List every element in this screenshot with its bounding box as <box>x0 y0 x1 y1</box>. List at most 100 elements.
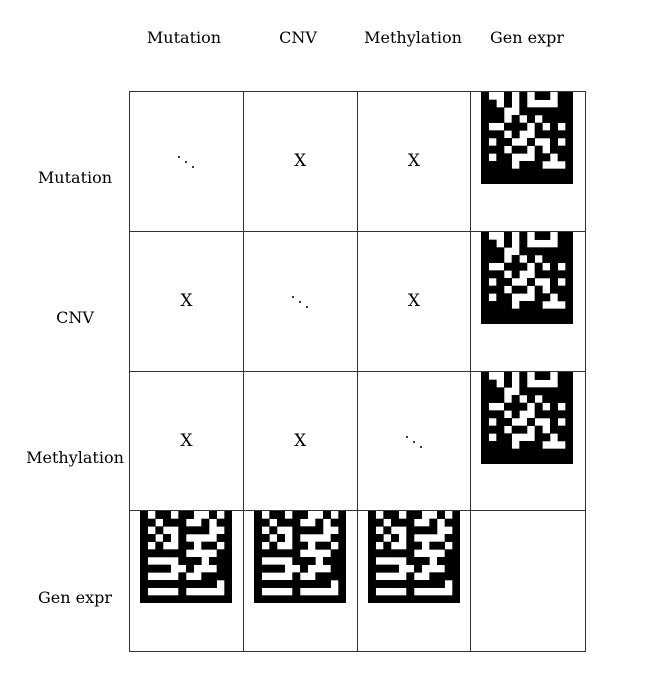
matrix-pixel <box>550 386 559 395</box>
matrix-pixel <box>147 580 156 589</box>
matrix-pixel <box>504 402 513 411</box>
matrix-pixel <box>504 262 513 271</box>
matrix-pixel <box>375 595 384 604</box>
matrix-pixel <box>147 534 156 543</box>
expression-matrix-thumbnail <box>140 511 232 604</box>
matrix-pixel <box>322 557 331 566</box>
matrix-pixel <box>253 518 262 527</box>
matrix-pixel <box>550 285 559 294</box>
matrix-pixel <box>565 92 574 100</box>
matrix-pixel <box>534 231 543 240</box>
diagonal-dots-icon <box>174 152 198 170</box>
matrix-pixel <box>284 549 293 558</box>
matrix-pixel <box>527 247 536 256</box>
matrix-pixel <box>338 580 346 589</box>
matrix-pixel <box>557 425 566 434</box>
matrix-pixel <box>216 572 225 581</box>
matrix-pixel <box>481 270 490 279</box>
matrix-pixel <box>481 254 490 263</box>
matrix-pixel <box>216 564 225 573</box>
matrix-pixel <box>481 300 490 309</box>
matrix-pixel <box>488 99 497 108</box>
matrix-pixel <box>405 587 414 596</box>
matrix-pixel <box>284 518 293 527</box>
matrix-pixel <box>292 511 301 520</box>
matrix-pixel <box>155 595 164 604</box>
matrix-pixel <box>451 511 460 520</box>
matrix-pixel <box>330 549 339 558</box>
matrix-pixel <box>557 231 566 240</box>
matrix-pixel <box>292 549 301 558</box>
matrix-pixel <box>338 587 346 596</box>
matrix-pixel <box>550 402 559 411</box>
grid-cell-2-2 <box>357 371 472 512</box>
matrix-pixel <box>565 425 574 434</box>
matrix-pixel <box>398 518 407 527</box>
matrix-pixel <box>527 455 536 464</box>
expression-matrix-svg <box>253 511 346 604</box>
matrix-pixel <box>550 115 559 123</box>
matrix-pixel <box>565 448 574 457</box>
matrix-pixel <box>330 557 339 566</box>
matrix-pixel <box>542 168 551 177</box>
matrix-pixel <box>140 572 148 581</box>
matrix-pixel <box>488 379 497 388</box>
matrix-pixel <box>504 239 513 248</box>
matrix-pixel <box>511 130 520 139</box>
matrix-pixel <box>488 254 497 263</box>
matrix-pixel <box>269 564 278 573</box>
matrix-pixel <box>542 176 551 184</box>
matrix-pixel <box>534 130 543 139</box>
matrix-pixel <box>269 580 278 589</box>
matrix-pixel <box>405 557 414 566</box>
column-label-mutation: Mutation <box>146 28 222 47</box>
matrix-pixel <box>269 526 278 535</box>
matrix-pixel <box>550 409 559 418</box>
matrix-pixel <box>338 534 346 543</box>
matrix-pixel <box>488 448 497 457</box>
matrix-pixel <box>451 541 460 550</box>
matrix-pixel <box>261 518 270 527</box>
matrix-pixel <box>481 417 490 426</box>
matrix-pixel <box>565 270 574 279</box>
matrix-pixel <box>488 316 497 324</box>
matrix-pixel <box>550 168 559 177</box>
matrix-pixel <box>201 518 210 527</box>
matrix-pixel <box>405 526 414 535</box>
matrix-pixel <box>261 549 270 558</box>
matrix-pixel <box>565 231 574 240</box>
grid-cell-1-1 <box>243 231 358 372</box>
matrix-pixel <box>527 115 536 123</box>
matrix-pixel <box>534 316 543 324</box>
matrix-pixel <box>534 262 543 271</box>
matrix-pixel <box>550 122 559 131</box>
matrix-pixel <box>496 176 505 184</box>
grid-cell-3-0 <box>130 511 244 651</box>
matrix-pixel <box>504 379 513 388</box>
diagonal-dots-icon <box>288 292 312 310</box>
matrix-pixel <box>550 262 559 271</box>
matrix-pixel <box>276 549 285 558</box>
matrix-pixel <box>496 153 505 162</box>
matrix-pixel <box>224 572 232 581</box>
matrix-pixel <box>534 270 543 279</box>
matrix-pixel <box>140 557 148 566</box>
matrix-pixel <box>527 308 536 317</box>
matrix-pixel <box>481 455 490 464</box>
matrix-pixel <box>542 409 551 418</box>
matrix-pixel <box>224 511 232 520</box>
matrix-pixel <box>178 534 187 543</box>
matrix-pixel <box>504 417 513 426</box>
matrix-pixel <box>496 300 505 309</box>
matrix-pixel <box>511 262 520 271</box>
matrix-pixel <box>481 122 490 131</box>
matrix-pixel <box>527 417 536 426</box>
matrix-pixel <box>481 161 490 169</box>
matrix-pixel <box>481 285 490 294</box>
matrix-pixel <box>322 595 331 604</box>
matrix-pixel <box>481 247 490 256</box>
matrix-pixel <box>428 518 437 527</box>
matrix-pixel <box>488 107 497 116</box>
matrix-pixel <box>367 595 376 604</box>
matrix-pixel <box>565 379 574 388</box>
